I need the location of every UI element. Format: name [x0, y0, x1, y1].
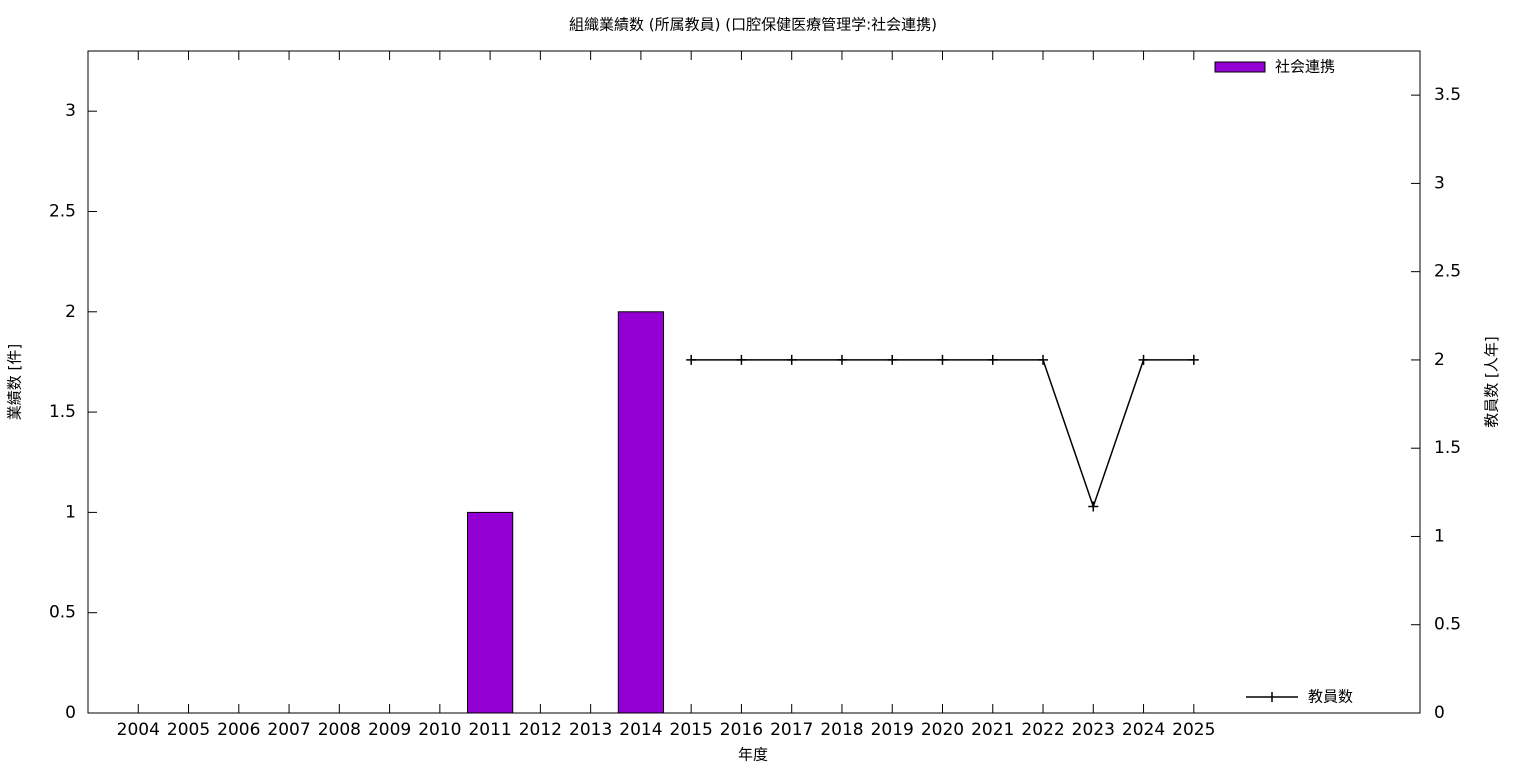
- bar: [617, 311, 665, 714]
- x-tick-label: 2005: [167, 720, 210, 740]
- y-tick-label: 2: [65, 302, 76, 322]
- x-tick-label: 2010: [418, 720, 461, 740]
- point: [987, 354, 998, 365]
- point: [786, 354, 797, 365]
- x-tick-label: 2024: [1122, 720, 1165, 740]
- y2-tick-label: 3.5: [1434, 85, 1461, 105]
- x-tick-label: 2004: [117, 720, 160, 740]
- x-tick-label: 2025: [1172, 720, 1215, 740]
- x-tick-label: 2019: [871, 720, 914, 740]
- point: [887, 354, 898, 365]
- legend-label: 教員数: [1308, 688, 1353, 706]
- y-tick-label: 0.5: [49, 603, 76, 623]
- x-tick-label: 2006: [217, 720, 260, 740]
- point: [1188, 354, 1199, 365]
- y2-tick-label: 1.5: [1434, 438, 1461, 458]
- point: [1088, 501, 1099, 512]
- x-tick-label: 2017: [770, 720, 813, 740]
- legend-label: 社会連携: [1275, 58, 1335, 76]
- y-tick-label: 1: [65, 502, 76, 522]
- x-tick-label: 2018: [820, 720, 863, 740]
- point: [1138, 354, 1149, 365]
- x-tick-label: 2013: [569, 720, 612, 740]
- x-tick-label: 2015: [670, 720, 713, 740]
- x-tick-label: 2008: [318, 720, 361, 740]
- legend-swatch: [1214, 61, 1266, 73]
- y-tick-label: 3: [65, 101, 76, 121]
- y-tick-label: 0: [65, 703, 76, 723]
- point: [937, 354, 948, 365]
- y-axis-label: 業績数 [件]: [6, 344, 24, 420]
- point: [1038, 354, 1049, 365]
- y-tick-label: 2.5: [49, 201, 76, 221]
- y2-tick-label: 3: [1434, 173, 1445, 193]
- x-tick-label: 2022: [1021, 720, 1064, 740]
- x-tick-label: 2016: [720, 720, 763, 740]
- x-tick-label: 2007: [267, 720, 310, 740]
- x-axis-label: 年度: [738, 746, 768, 764]
- point: [836, 354, 847, 365]
- x-tick-label: 2014: [619, 720, 662, 740]
- point: [686, 354, 697, 365]
- x-tick-label: 2011: [468, 720, 511, 740]
- chart-title: 組織業績数 (所属教員) (口腔保健医療管理学:社会連携): [569, 16, 937, 34]
- x-tick-label: 2020: [921, 720, 964, 740]
- y2-axis-label: 教員数 [人年]: [1483, 336, 1501, 427]
- x-tick-label: 2021: [971, 720, 1014, 740]
- y2-tick-label: 0: [1434, 703, 1445, 723]
- x-tick-label: 2023: [1072, 720, 1115, 740]
- point: [736, 354, 747, 365]
- line: [691, 359, 1194, 509]
- y2-tick-label: 0.5: [1434, 615, 1461, 635]
- y2-tick-label: 2.5: [1434, 262, 1461, 282]
- y2-tick-label: 1: [1434, 526, 1445, 546]
- legend-swatch: [1246, 692, 1298, 702]
- plot-frame: [87, 50, 1421, 714]
- y-tick-label: 1.5: [49, 402, 76, 422]
- bar: [466, 511, 514, 714]
- y2-tick-label: 2: [1434, 350, 1445, 370]
- x-tick-label: 2009: [368, 720, 411, 740]
- x-tick-label: 2012: [519, 720, 562, 740]
